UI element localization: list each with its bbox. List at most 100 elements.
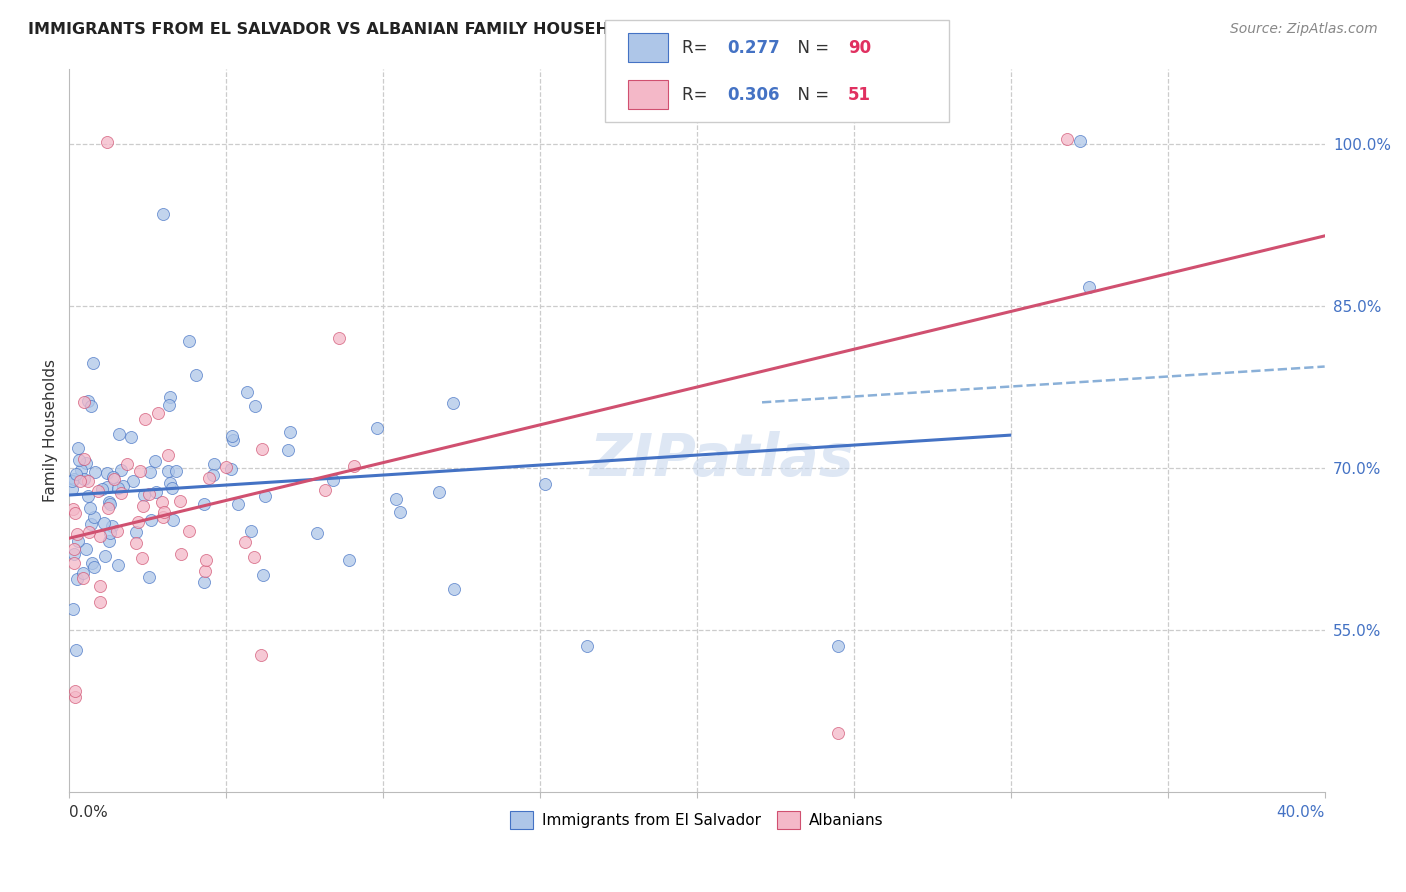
Point: [107, 481, 129, 495]
Point: [134, 411, 156, 425]
Point: [1069, 134, 1091, 148]
Point: [122, 474, 145, 488]
Point: [125, 525, 148, 540]
Point: [80, 517, 103, 532]
Point: [82, 356, 104, 370]
Point: [65, 572, 87, 586]
Point: [388, 505, 411, 519]
Point: [177, 524, 200, 538]
Point: [63, 547, 86, 561]
Point: [337, 553, 360, 567]
Point: [103, 470, 125, 484]
Point: [65, 643, 87, 657]
Point: [226, 497, 249, 511]
Point: [131, 551, 153, 566]
Point: [534, 476, 557, 491]
Point: [112, 478, 135, 492]
Point: [193, 574, 215, 589]
Text: 0.277: 0.277: [727, 38, 780, 57]
Point: [827, 639, 849, 653]
Point: [105, 524, 128, 539]
Point: [65, 467, 87, 481]
Point: [84, 465, 107, 479]
Text: IMMIGRANTS FROM EL SALVADOR VS ALBANIAN FAMILY HOUSEHOLDS CORRELATION CHART: IMMIGRANTS FROM EL SALVADOR VS ALBANIAN …: [28, 22, 855, 37]
Text: Source: ZipAtlas.com: Source: ZipAtlas.com: [1230, 22, 1378, 37]
Point: [63, 506, 86, 520]
Point: [314, 483, 336, 497]
Point: [160, 481, 183, 495]
Point: [429, 484, 451, 499]
Point: [87, 483, 110, 498]
Point: [236, 384, 259, 399]
Point: [159, 476, 181, 491]
Point: [97, 501, 120, 516]
Point: [69, 474, 91, 488]
Point: [139, 513, 162, 527]
Point: [239, 524, 262, 538]
Point: [576, 639, 599, 653]
Point: [66, 441, 89, 455]
Point: [117, 457, 139, 471]
Point: [110, 486, 132, 500]
Point: [89, 529, 111, 543]
Point: [98, 533, 121, 548]
Point: [198, 471, 221, 485]
Point: [120, 430, 142, 444]
Point: [194, 553, 217, 567]
Point: [441, 395, 464, 409]
Point: [153, 504, 176, 518]
Text: N =: N =: [787, 86, 835, 103]
Text: R=: R=: [682, 86, 713, 103]
Point: [148, 406, 170, 420]
Point: [277, 443, 299, 458]
Point: [69, 463, 91, 477]
Text: 40.0%: 40.0%: [1277, 805, 1324, 820]
Point: [343, 458, 366, 473]
Point: [96, 480, 118, 494]
Point: [75, 457, 97, 471]
Point: [170, 547, 193, 561]
Point: [250, 442, 273, 456]
Text: ZIPatlas: ZIPatlas: [589, 431, 855, 488]
Text: 0.306: 0.306: [727, 86, 779, 103]
Point: [66, 527, 89, 541]
Point: [202, 458, 225, 472]
Point: [83, 559, 105, 574]
Point: [101, 519, 124, 533]
Text: R=: R=: [682, 38, 713, 57]
Point: [76, 393, 98, 408]
Point: [214, 459, 236, 474]
Point: [91, 483, 114, 497]
Point: [62, 601, 84, 615]
Point: [162, 513, 184, 527]
Point: [138, 487, 160, 501]
Point: [366, 421, 388, 435]
Text: 0.0%: 0.0%: [69, 805, 108, 820]
Point: [103, 472, 125, 486]
Point: [233, 534, 256, 549]
Point: [385, 492, 408, 507]
Point: [443, 582, 465, 596]
Point: [134, 488, 156, 502]
Point: [152, 207, 174, 221]
Point: [72, 571, 94, 585]
Point: [77, 525, 100, 540]
Point: [96, 466, 118, 480]
Point: [166, 464, 188, 478]
Point: [125, 536, 148, 550]
Point: [157, 398, 180, 412]
Point: [67, 452, 90, 467]
Point: [827, 725, 849, 739]
Point: [80, 399, 103, 413]
Point: [107, 558, 129, 573]
Text: 90: 90: [848, 38, 870, 57]
Point: [63, 557, 86, 571]
Text: 51: 51: [848, 86, 870, 103]
Point: [322, 473, 344, 487]
Point: [63, 541, 86, 556]
Point: [77, 474, 100, 488]
Y-axis label: Family Households: Family Households: [44, 359, 58, 501]
Point: [177, 334, 200, 348]
Point: [252, 567, 274, 582]
Point: [222, 433, 245, 447]
